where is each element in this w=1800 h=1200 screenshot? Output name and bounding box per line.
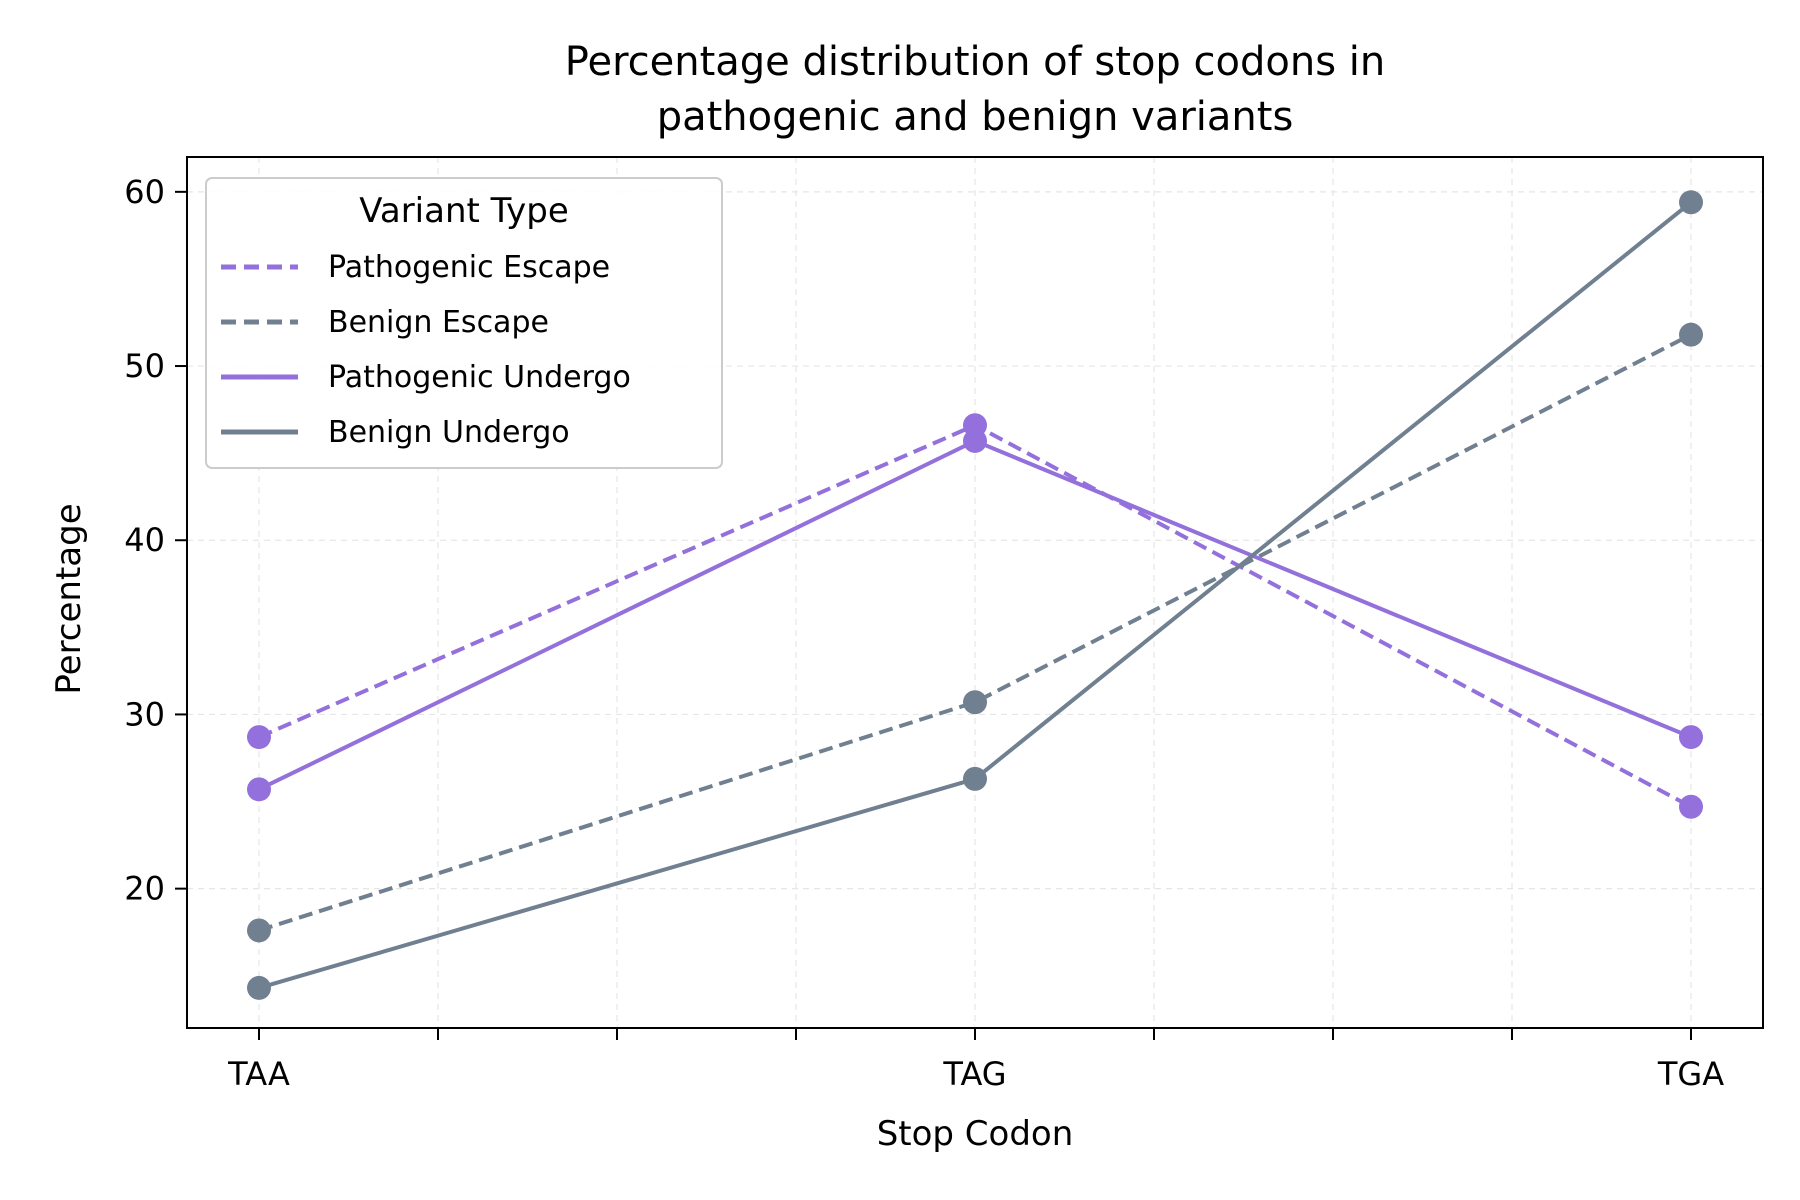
data-point-pathogenic-escape bbox=[1679, 794, 1703, 819]
y-tick-label: 50 bbox=[124, 347, 165, 385]
data-point-benign-escape bbox=[1679, 322, 1703, 347]
x-axis-label: Stop Codon bbox=[877, 1114, 1074, 1154]
chart-title-line-2: pathogenic and benign variants bbox=[657, 94, 1294, 140]
legend-label-benign-undergo: Benign Undergo bbox=[328, 415, 570, 450]
legend-title: Variant Type bbox=[359, 191, 569, 231]
x-tick-label: TGA bbox=[1657, 1055, 1724, 1093]
x-axis: TAA TAG TGA bbox=[227, 1028, 1724, 1093]
y-tick-label: 20 bbox=[124, 870, 165, 908]
series-line-pathogenic-escape bbox=[258, 423, 1692, 809]
data-point-benign-escape bbox=[247, 918, 271, 943]
y-tick-label: 30 bbox=[124, 695, 165, 733]
chart-title-line-1: Percentage distribution of stop codons i… bbox=[565, 39, 1385, 85]
data-point-pathogenic-escape bbox=[247, 725, 271, 750]
x-tick-label: TAA bbox=[227, 1055, 290, 1093]
series-line-benign-escape bbox=[258, 332, 1692, 933]
legend-label-pathogenic-escape: Pathogenic Escape bbox=[328, 250, 610, 285]
y-axis: 20 30 40 50 60 bbox=[124, 173, 187, 908]
data-point-pathogenic-undergo bbox=[247, 777, 271, 802]
legend-label-benign-escape: Benign Escape bbox=[328, 305, 549, 340]
series-markers bbox=[247, 190, 1703, 1000]
x-tick-label: TAG bbox=[942, 1055, 1006, 1093]
y-tick-label: 40 bbox=[124, 521, 165, 559]
y-axis-label: Percentage bbox=[49, 503, 89, 694]
data-point-pathogenic-undergo bbox=[1679, 725, 1703, 750]
legend: Variant Type Pathogenic Escape Benign Esc… bbox=[205, 177, 723, 469]
series-line-pathogenic-undergo bbox=[258, 438, 1692, 792]
legend-label-pathogenic-undergo: Pathogenic Undergo bbox=[328, 360, 631, 395]
data-point-benign-escape bbox=[963, 690, 987, 715]
y-tick-label: 60 bbox=[124, 173, 165, 211]
data-point-benign-undergo bbox=[247, 975, 271, 1000]
legend-box bbox=[205, 177, 723, 469]
data-point-pathogenic-undergo bbox=[963, 428, 987, 453]
data-point-benign-undergo bbox=[963, 766, 987, 791]
data-point-benign-undergo bbox=[1679, 190, 1703, 215]
